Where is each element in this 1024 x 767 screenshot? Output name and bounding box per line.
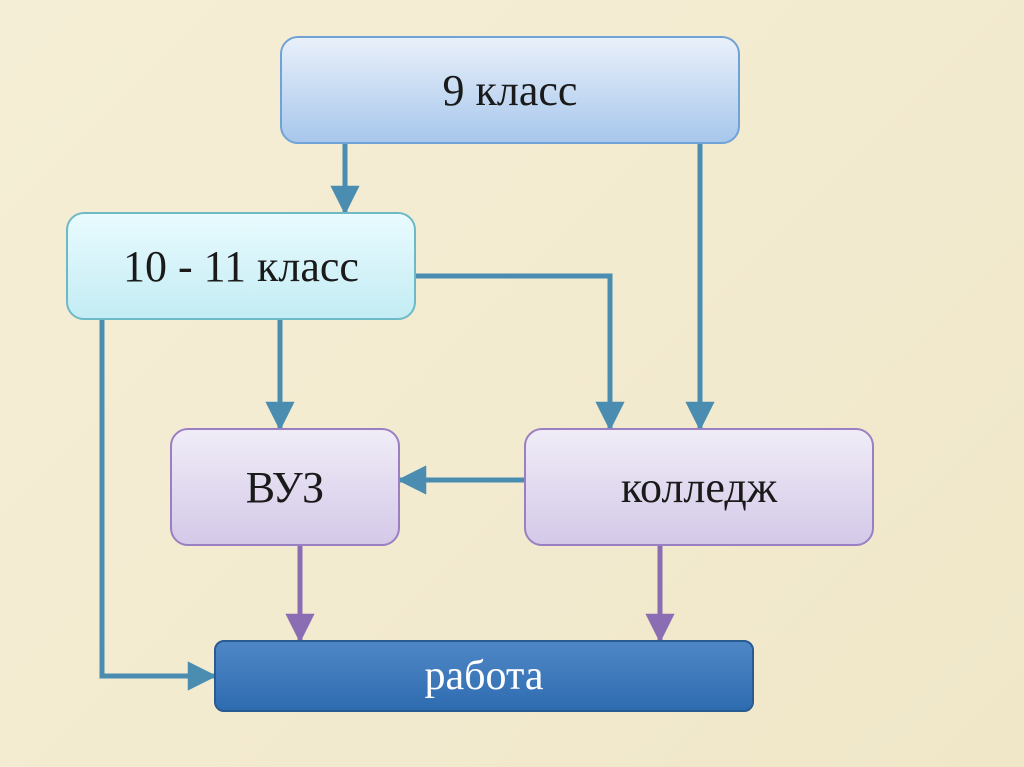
node-label: 9 класс [443, 65, 578, 116]
node-vuz: ВУЗ [170, 428, 400, 546]
node-label: ВУЗ [246, 462, 324, 513]
node-grade10_11: 10 - 11 класс [66, 212, 416, 320]
node-label: 10 - 11 класс [123, 241, 359, 292]
node-label: колледж [621, 462, 777, 513]
edge-e4 [416, 276, 610, 428]
node-label: работа [425, 652, 544, 700]
node-grade9: 9 класс [280, 36, 740, 144]
node-work: работа [214, 640, 754, 712]
node-college: колледж [524, 428, 874, 546]
